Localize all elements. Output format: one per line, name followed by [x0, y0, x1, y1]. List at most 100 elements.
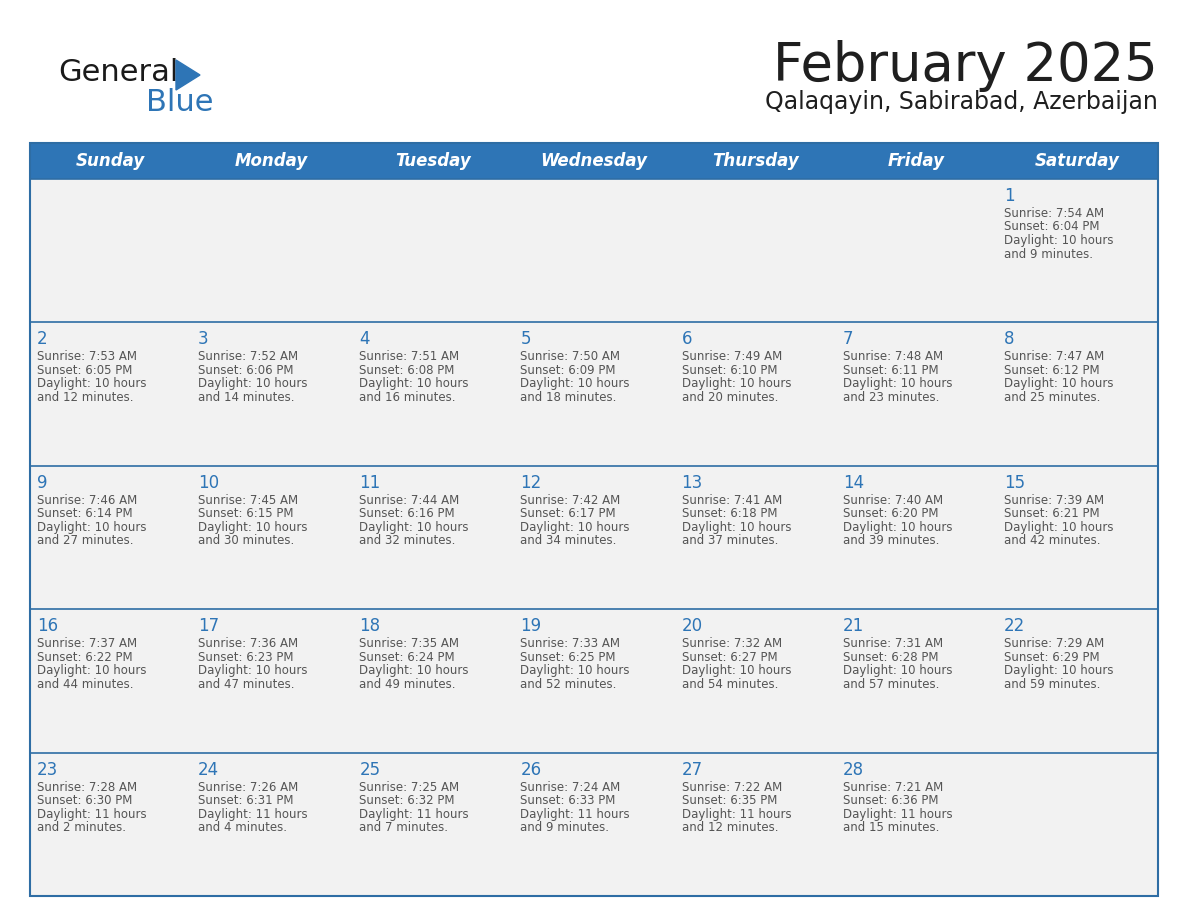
- Text: Thursday: Thursday: [712, 152, 798, 170]
- Text: and 27 minutes.: and 27 minutes.: [37, 534, 133, 547]
- Text: Sunset: 6:18 PM: Sunset: 6:18 PM: [682, 508, 777, 521]
- Text: Sunrise: 7:48 AM: Sunrise: 7:48 AM: [842, 351, 943, 364]
- Text: Daylight: 10 hours: Daylight: 10 hours: [520, 521, 630, 533]
- Text: Daylight: 10 hours: Daylight: 10 hours: [37, 521, 146, 533]
- Text: 27: 27: [682, 761, 702, 778]
- Text: Daylight: 10 hours: Daylight: 10 hours: [198, 377, 308, 390]
- Text: Daylight: 11 hours: Daylight: 11 hours: [198, 808, 308, 821]
- Text: 4: 4: [359, 330, 369, 349]
- Text: 23: 23: [37, 761, 58, 778]
- Text: 24: 24: [198, 761, 220, 778]
- Text: Sunset: 6:16 PM: Sunset: 6:16 PM: [359, 508, 455, 521]
- Text: 12: 12: [520, 474, 542, 492]
- Text: 2: 2: [37, 330, 48, 349]
- Text: Sunrise: 7:40 AM: Sunrise: 7:40 AM: [842, 494, 943, 507]
- Text: Daylight: 10 hours: Daylight: 10 hours: [1004, 234, 1113, 247]
- Text: Blue: Blue: [146, 88, 214, 117]
- Text: and 39 minutes.: and 39 minutes.: [842, 534, 939, 547]
- Text: Sunset: 6:24 PM: Sunset: 6:24 PM: [359, 651, 455, 664]
- Text: Sunset: 6:21 PM: Sunset: 6:21 PM: [1004, 508, 1099, 521]
- Text: Sunrise: 7:22 AM: Sunrise: 7:22 AM: [682, 780, 782, 793]
- Text: Sunset: 6:30 PM: Sunset: 6:30 PM: [37, 794, 132, 807]
- Text: Sunset: 6:25 PM: Sunset: 6:25 PM: [520, 651, 615, 664]
- Text: Sunrise: 7:47 AM: Sunrise: 7:47 AM: [1004, 351, 1104, 364]
- Text: 17: 17: [198, 617, 220, 635]
- Text: Sunset: 6:20 PM: Sunset: 6:20 PM: [842, 508, 939, 521]
- Text: and 23 minutes.: and 23 minutes.: [842, 391, 939, 404]
- Text: and 52 minutes.: and 52 minutes.: [520, 677, 617, 690]
- Text: 18: 18: [359, 617, 380, 635]
- Text: Daylight: 10 hours: Daylight: 10 hours: [842, 521, 953, 533]
- Text: Monday: Monday: [235, 152, 309, 170]
- Text: Daylight: 11 hours: Daylight: 11 hours: [520, 808, 630, 821]
- Text: Sunrise: 7:24 AM: Sunrise: 7:24 AM: [520, 780, 620, 793]
- Text: and 7 minutes.: and 7 minutes.: [359, 821, 448, 834]
- Text: Sunset: 6:17 PM: Sunset: 6:17 PM: [520, 508, 617, 521]
- Text: Sunset: 6:27 PM: Sunset: 6:27 PM: [682, 651, 777, 664]
- Text: Daylight: 10 hours: Daylight: 10 hours: [359, 521, 469, 533]
- Text: Sunrise: 7:28 AM: Sunrise: 7:28 AM: [37, 780, 137, 793]
- Text: Sunrise: 7:33 AM: Sunrise: 7:33 AM: [520, 637, 620, 650]
- Text: Sunset: 6:29 PM: Sunset: 6:29 PM: [1004, 651, 1099, 664]
- Text: and 59 minutes.: and 59 minutes.: [1004, 677, 1100, 690]
- Text: and 57 minutes.: and 57 minutes.: [842, 677, 939, 690]
- Text: Tuesday: Tuesday: [394, 152, 470, 170]
- Text: General: General: [58, 58, 178, 87]
- Text: Sunrise: 7:31 AM: Sunrise: 7:31 AM: [842, 637, 943, 650]
- Text: 1: 1: [1004, 187, 1015, 205]
- Text: Sunrise: 7:21 AM: Sunrise: 7:21 AM: [842, 780, 943, 793]
- Text: and 16 minutes.: and 16 minutes.: [359, 391, 456, 404]
- Text: Sunset: 6:08 PM: Sunset: 6:08 PM: [359, 364, 455, 377]
- Text: and 2 minutes.: and 2 minutes.: [37, 821, 126, 834]
- Text: Sunset: 6:14 PM: Sunset: 6:14 PM: [37, 508, 133, 521]
- Text: and 47 minutes.: and 47 minutes.: [198, 677, 295, 690]
- Text: Daylight: 11 hours: Daylight: 11 hours: [842, 808, 953, 821]
- Text: 11: 11: [359, 474, 380, 492]
- Text: Sunset: 6:23 PM: Sunset: 6:23 PM: [198, 651, 293, 664]
- Text: and 9 minutes.: and 9 minutes.: [1004, 248, 1093, 261]
- Text: Daylight: 10 hours: Daylight: 10 hours: [682, 377, 791, 390]
- Text: 3: 3: [198, 330, 209, 349]
- Text: 20: 20: [682, 617, 702, 635]
- Text: Saturday: Saturday: [1035, 152, 1120, 170]
- Text: 9: 9: [37, 474, 48, 492]
- Text: Sunrise: 7:29 AM: Sunrise: 7:29 AM: [1004, 637, 1104, 650]
- Polygon shape: [176, 60, 200, 90]
- Text: Wednesday: Wednesday: [541, 152, 647, 170]
- Text: Daylight: 10 hours: Daylight: 10 hours: [198, 521, 308, 533]
- Text: Sunset: 6:35 PM: Sunset: 6:35 PM: [682, 794, 777, 807]
- Text: Sunday: Sunday: [76, 152, 145, 170]
- Text: Sunrise: 7:25 AM: Sunrise: 7:25 AM: [359, 780, 460, 793]
- Text: and 12 minutes.: and 12 minutes.: [682, 821, 778, 834]
- Text: Sunrise: 7:32 AM: Sunrise: 7:32 AM: [682, 637, 782, 650]
- Text: and 15 minutes.: and 15 minutes.: [842, 821, 939, 834]
- Text: Sunrise: 7:42 AM: Sunrise: 7:42 AM: [520, 494, 620, 507]
- Text: Sunset: 6:33 PM: Sunset: 6:33 PM: [520, 794, 615, 807]
- Text: Daylight: 10 hours: Daylight: 10 hours: [1004, 377, 1113, 390]
- Text: Sunrise: 7:44 AM: Sunrise: 7:44 AM: [359, 494, 460, 507]
- Text: 22: 22: [1004, 617, 1025, 635]
- Text: Daylight: 11 hours: Daylight: 11 hours: [682, 808, 791, 821]
- Text: Sunrise: 7:35 AM: Sunrise: 7:35 AM: [359, 637, 460, 650]
- Text: Sunrise: 7:26 AM: Sunrise: 7:26 AM: [198, 780, 298, 793]
- Bar: [30, 143, 1158, 896]
- Text: Sunset: 6:09 PM: Sunset: 6:09 PM: [520, 364, 615, 377]
- Text: 21: 21: [842, 617, 864, 635]
- Text: and 20 minutes.: and 20 minutes.: [682, 391, 778, 404]
- Text: Sunset: 6:36 PM: Sunset: 6:36 PM: [842, 794, 939, 807]
- Text: 26: 26: [520, 761, 542, 778]
- Text: Sunset: 6:15 PM: Sunset: 6:15 PM: [198, 508, 293, 521]
- Text: Sunset: 6:31 PM: Sunset: 6:31 PM: [198, 794, 293, 807]
- Text: Daylight: 10 hours: Daylight: 10 hours: [37, 665, 146, 677]
- Text: Daylight: 11 hours: Daylight: 11 hours: [37, 808, 146, 821]
- Text: Friday: Friday: [887, 152, 944, 170]
- Text: 10: 10: [198, 474, 220, 492]
- Text: Daylight: 10 hours: Daylight: 10 hours: [1004, 521, 1113, 533]
- Bar: [30, 143, 1158, 179]
- Text: Daylight: 10 hours: Daylight: 10 hours: [682, 521, 791, 533]
- Text: and 14 minutes.: and 14 minutes.: [198, 391, 295, 404]
- Text: and 42 minutes.: and 42 minutes.: [1004, 534, 1100, 547]
- Text: Sunrise: 7:49 AM: Sunrise: 7:49 AM: [682, 351, 782, 364]
- Text: and 12 minutes.: and 12 minutes.: [37, 391, 133, 404]
- Text: Sunset: 6:28 PM: Sunset: 6:28 PM: [842, 651, 939, 664]
